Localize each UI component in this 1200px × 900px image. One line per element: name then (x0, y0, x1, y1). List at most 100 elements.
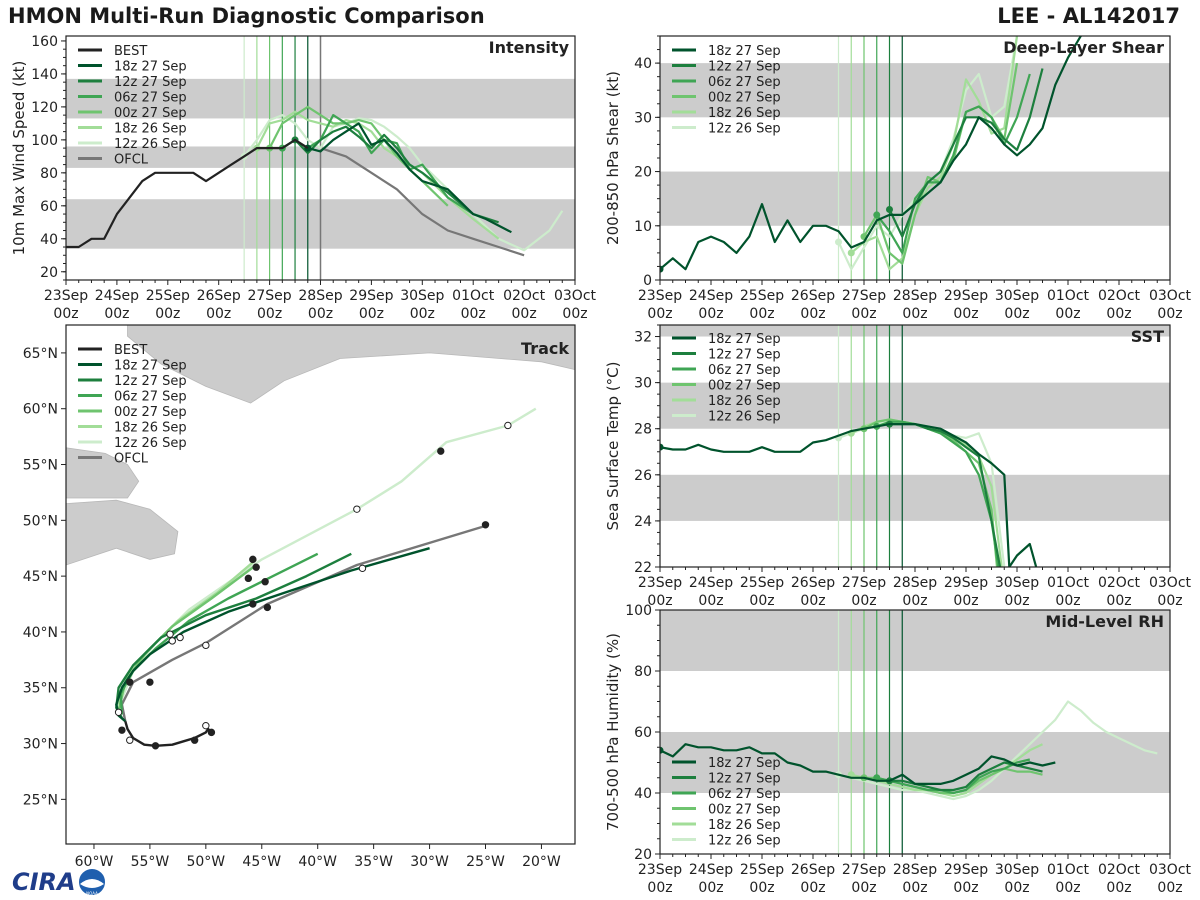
intensity-xtick-label: 25Sep (146, 288, 190, 304)
rh-series-18z-27-sep (660, 743, 1056, 786)
storm-id-title: LEE - AL142017 (997, 4, 1180, 28)
intensity-xtick-label-time: 00z (359, 306, 384, 322)
intensity-legend-label-12z-27-sep: 12z 27 Sep (114, 75, 187, 90)
shear-plot-area (660, 36, 1170, 280)
track-ytick-label: 40°N (23, 625, 58, 641)
track-marker (166, 630, 174, 638)
shear-legend-label-12z-27-sep: 12z 27 Sep (708, 60, 781, 75)
rh-xtick-label-time: 00z (902, 880, 927, 896)
shear-series-start-18z-26-sep (847, 249, 855, 257)
shear-xtick-label: 01Oct (1047, 288, 1090, 304)
sst-xtick-label-time: 00z (647, 593, 672, 609)
sst-ytick-label: 28 (634, 422, 652, 438)
intensity-plot-area (66, 36, 575, 280)
track-xtick-label: 25°W (466, 854, 505, 870)
intensity-ylabel: 10m Max Wind Speed (kt) (10, 61, 28, 256)
sst-ytick-label: 26 (634, 468, 652, 484)
rh-xtick-label: 28Sep (893, 862, 937, 878)
rh-legend-label-12z-27-sep: 12z 27 Sep (708, 772, 781, 787)
shear-band-1 (660, 63, 1170, 118)
track-ytick-label: 30°N (23, 737, 58, 753)
track-marker (207, 728, 216, 737)
intensity-legend-label-best: BEST (114, 44, 147, 59)
land-greenland (127, 325, 575, 404)
rh-xtick-label-time: 00z (1004, 880, 1029, 896)
rh-xtick-label-time: 00z (800, 880, 825, 896)
track-panel: 60°W 55°W 50°W 45°W 40°W 35°W 30°W 25°W 20°W 25°N… (23, 324, 576, 870)
track-ytick-label: 35°N (23, 681, 58, 697)
rh-legend-label-12z-26-sep: 12z 26 Sep (708, 834, 781, 849)
shear-xtick-label-time: 00z (1004, 306, 1029, 322)
noaa-badge-text: NOAA (86, 891, 98, 896)
track-marker (249, 555, 257, 564)
sst-xtick-label-time: 00z (749, 593, 774, 609)
shear-ytick-label: 10 (634, 219, 652, 235)
rh-xtick-label-time: 00z (647, 880, 672, 896)
sst-xtick-label-time: 00z (698, 593, 723, 609)
intensity-ytick-label: 100 (31, 133, 58, 149)
track-xtick-label: 20°W (522, 854, 561, 870)
sst-xtick-label: 27Sep (842, 575, 886, 591)
rh-legend-label-00z-27-sep: 00z 27 Sep (708, 803, 781, 818)
rh-ytick-label: 80 (634, 664, 652, 680)
track-marker (437, 447, 445, 455)
sst-legend-label-18z-27-sep: 18z 27 Sep (708, 332, 781, 347)
track-legend-label-12z-27-sep: 12z 27 Sep (114, 374, 187, 389)
sst-legend-label-06z-27-sep: 06z 27 Sep (708, 363, 781, 378)
intensity-xtick-label-time: 00z (257, 306, 282, 322)
rh-xtick-label-time: 00z (698, 880, 723, 896)
land-newfoundland (66, 499, 179, 566)
sst-xtick-label: 26Sep (791, 575, 835, 591)
intensity-legend-label-06z-27-sep: 06z 27 Sep (114, 91, 187, 106)
rh-xtick-label-time: 00z (1106, 880, 1131, 896)
shear-xtick-label: 03Oct (1149, 288, 1192, 304)
rh-xtick-label: 02Oct (1098, 862, 1141, 878)
track-marker (261, 578, 269, 586)
sst-xtick-label-time: 00z (1004, 593, 1029, 609)
intensity-xtick-label-time: 00z (104, 306, 129, 322)
sst-legend-label-00z-27-sep: 00z 27 Sep (708, 379, 781, 394)
intensity-legend-label-12z-26-sep: 12z 26 Sep (114, 137, 187, 152)
shear-xtick-label-time: 00z (800, 306, 825, 322)
shear-xtick-label-time: 00z (749, 306, 774, 322)
intensity-xtick-label: 02Oct (503, 288, 546, 304)
noaa-badge-icon: NOAA (77, 867, 107, 897)
rh-title: Mid-Level RH (1045, 612, 1164, 631)
sst-xtick-label: 28Sep (893, 575, 937, 591)
intensity-xtick-label-time: 00z (155, 306, 180, 322)
track-series-18z-27-sep (115, 547, 430, 723)
shear-ytick-label: 40 (634, 56, 652, 72)
track-marker (358, 564, 367, 573)
intensity-ytick-label: 80 (40, 166, 58, 182)
track-marker (190, 736, 199, 744)
track-title: Track (521, 339, 569, 358)
track-marker (202, 721, 210, 730)
track-legend-label-best: BEST (114, 343, 147, 358)
sst-xtick-label-time: 00z (902, 593, 927, 609)
track-ytick-label: 55°N (23, 458, 58, 474)
shear-xtick-label-time: 00z (953, 306, 978, 322)
rh-panel: 20 40 60 80 100 23Sep 00z 24Sep 00z 25Sep 00z 26Sep… (604, 603, 1192, 896)
shear-ylabel: 200-850 hPa Shear (kt) (604, 71, 622, 245)
sst-band-0 (660, 474, 1170, 521)
intensity-xtick-label: 03Oct (554, 288, 597, 304)
intensity-xtick-label: 29Sep (349, 288, 393, 304)
rh-xtick-label: 30Sep (995, 862, 1039, 878)
sst-legend-label-18z-26-sep: 18z 26 Sep (708, 394, 781, 409)
rh-series-12z-26-sep (838, 700, 1158, 801)
sst-xtick-label-time: 00z (800, 593, 825, 609)
sst-ytick-label: 22 (634, 560, 652, 576)
sst-ytick-label: 24 (634, 514, 652, 530)
shear-xtick-label: 30Sep (995, 288, 1039, 304)
intensity-xtick-label-time: 00z (562, 306, 587, 322)
track-marker (126, 736, 134, 744)
sst-series-18z-27-sep (660, 423, 1038, 567)
shear-legend-label-00z-27-sep: 00z 27 Sep (708, 91, 781, 106)
track-marker (252, 563, 260, 571)
shear-xtick-label-time: 00z (698, 306, 723, 322)
intensity-xtick-label: 27Sep (247, 288, 291, 304)
track-ytick-label: 25°N (23, 792, 58, 808)
sst-series-06z-27-sep (876, 420, 1000, 567)
